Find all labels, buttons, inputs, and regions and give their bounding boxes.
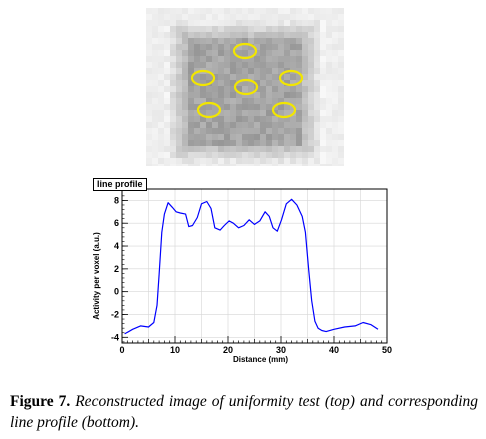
figure-label: Figure 7. xyxy=(10,393,71,410)
roi-circle xyxy=(196,101,222,119)
y-axis-label: Activity per voxel (a.u.) xyxy=(92,232,101,320)
y-tick-label: 0 xyxy=(114,287,119,297)
y-tick-label: -4 xyxy=(111,332,119,342)
x-tick-label: 10 xyxy=(170,345,180,355)
figure-caption-text: Reconstructed image of uniformity test (… xyxy=(10,393,479,431)
plot-frame xyxy=(121,188,388,344)
reconstructed-phantom-image xyxy=(146,8,344,166)
y-tick-label: 4 xyxy=(114,241,119,251)
line-profile-plot: 0 10 20 30 40 50 -4 -2 0 2 4 6 8 Distance (mm) Activit… xyxy=(88,178,392,364)
figure-caption: Figure 7. Reconstructed image of uniform… xyxy=(10,391,478,433)
x-tick-label: 40 xyxy=(329,345,339,355)
x-tick-label: 0 xyxy=(119,345,124,355)
x-tick-label: 50 xyxy=(382,345,392,355)
roi-circle xyxy=(233,78,259,96)
x-tick-label: 20 xyxy=(223,345,233,355)
roi-circle xyxy=(271,101,297,119)
x-tick-label: 30 xyxy=(276,345,286,355)
pixel-grid xyxy=(146,8,344,166)
roi-circle xyxy=(190,69,216,87)
y-tick-label: 2 xyxy=(114,264,119,274)
line-profile-plot-area: 0 10 20 30 40 50 -4 -2 0 2 4 6 8 Distance (mm) Activit… xyxy=(92,188,392,364)
roi-circle xyxy=(278,69,304,87)
y-tick-label: 8 xyxy=(114,195,119,205)
plot-title: line profile xyxy=(93,178,147,191)
y-tick-label: 6 xyxy=(114,218,119,228)
y-tick-label: -2 xyxy=(111,309,119,319)
x-axis-label: Distance (mm) xyxy=(233,355,288,364)
roi-circle xyxy=(232,42,258,60)
line-profile-series xyxy=(124,198,379,335)
